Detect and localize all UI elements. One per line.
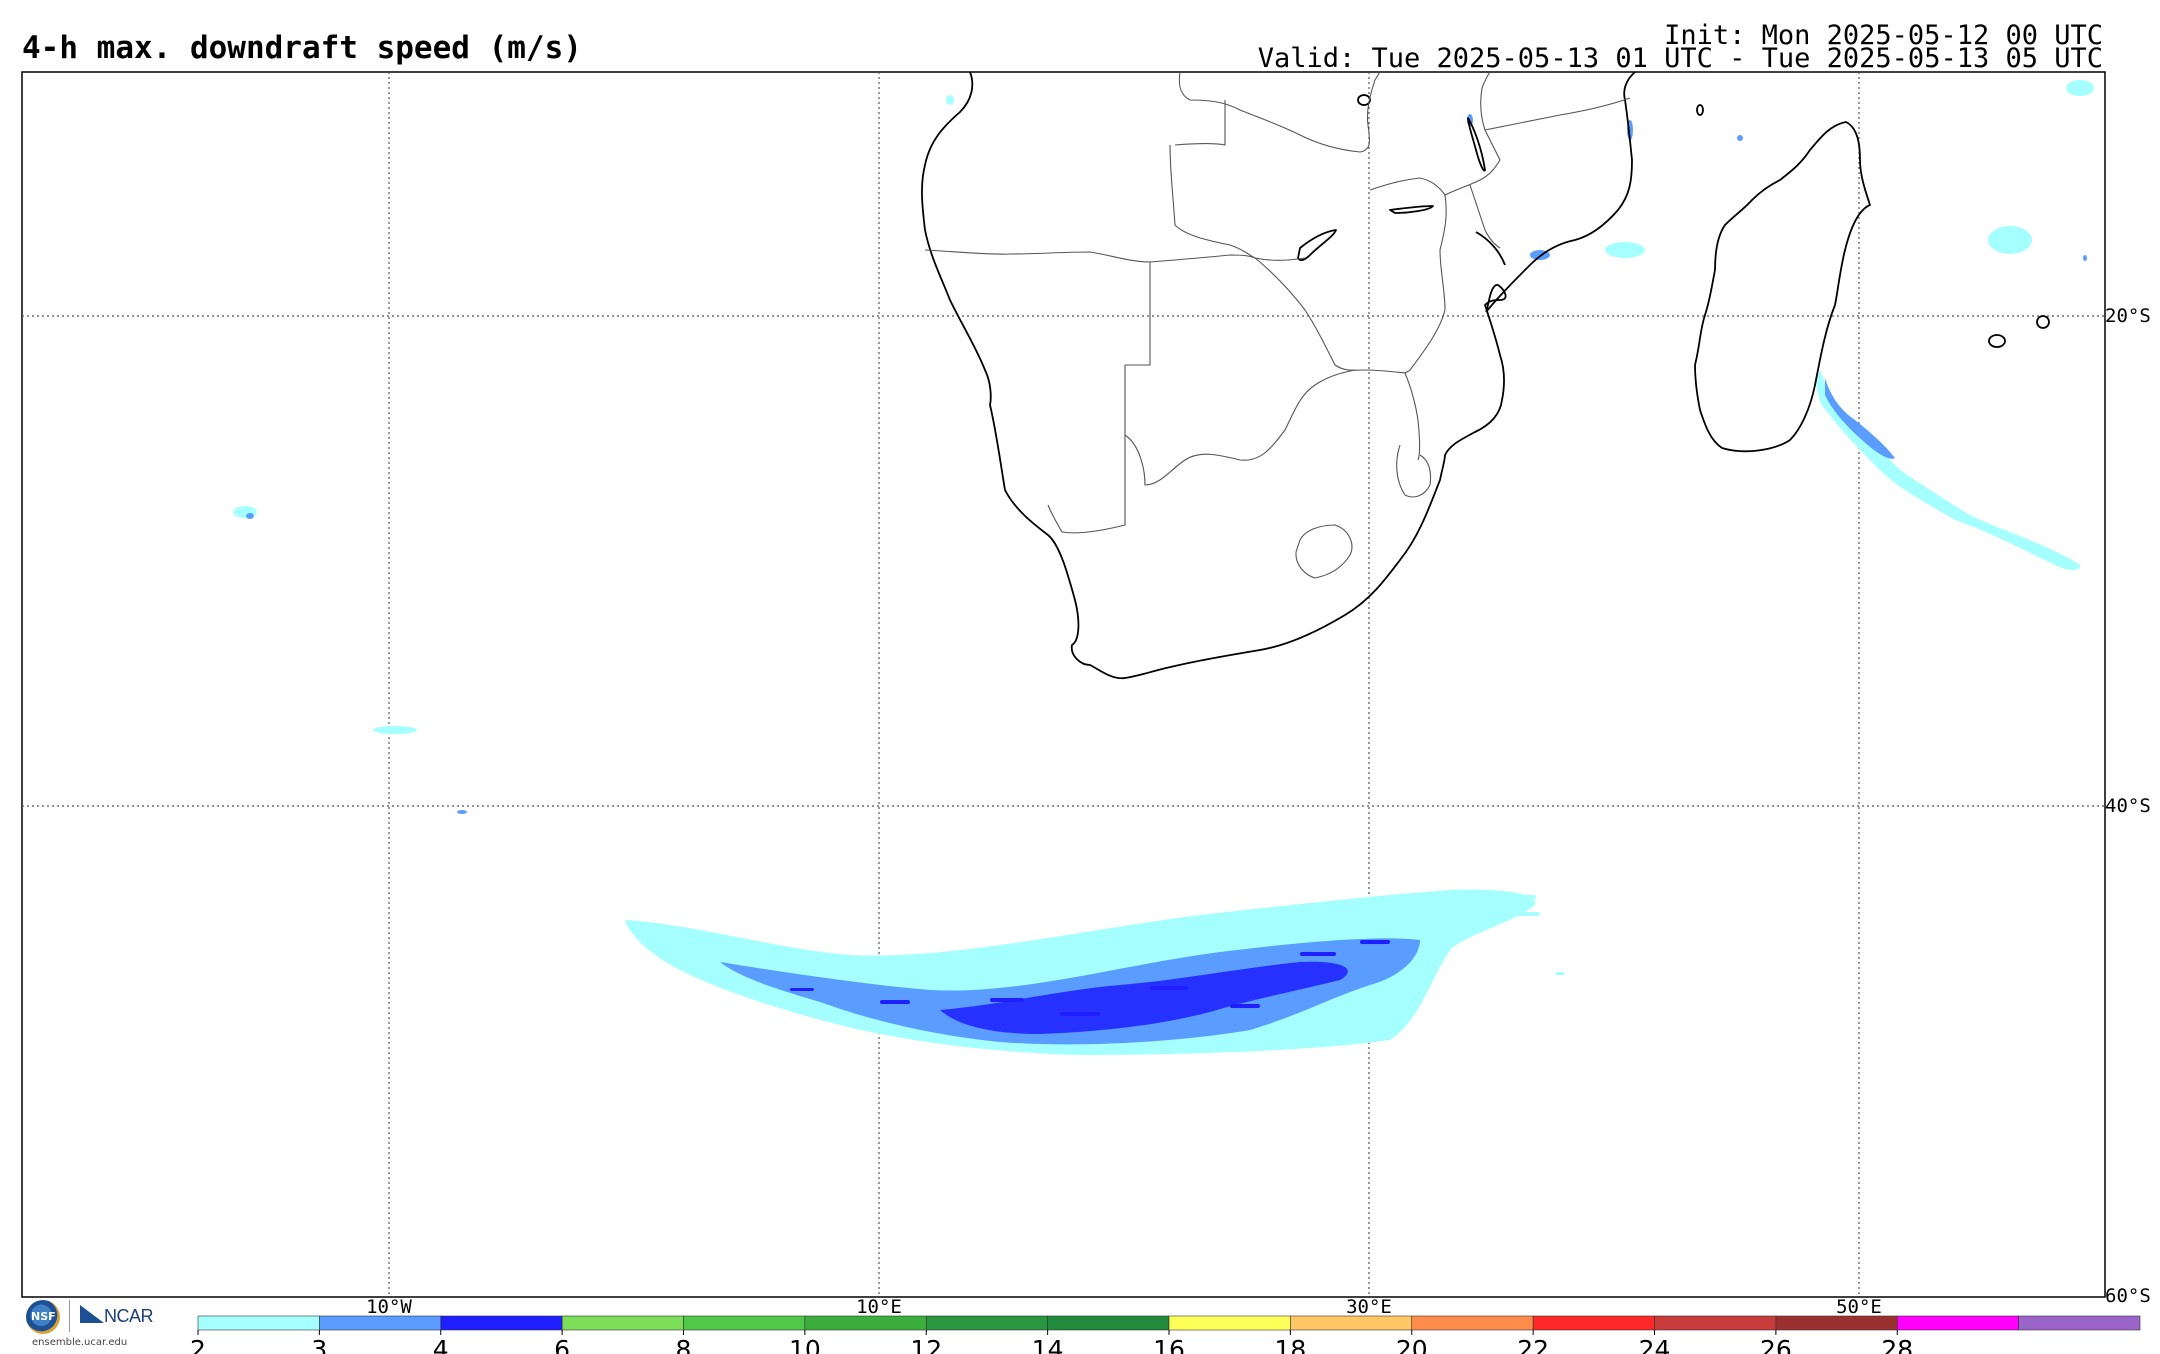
colorbar-swatch — [1896, 1315, 2019, 1331]
border-malawi — [1444, 71, 1501, 196]
colorbar-tick-label: 16 — [1153, 1335, 1185, 1354]
lon-label-50e: 50°E — [1836, 1296, 1882, 1318]
colorbar: 2 3 4 6 8 10 12 14 16 18 20 22 24 26 28 — [190, 1315, 2141, 1354]
lon-label-30e: 30°E — [1346, 1296, 1392, 1318]
colorbar-tick-label: 18 — [1274, 1335, 1306, 1354]
cells-indian-3 — [2066, 80, 2094, 96]
colorbar-tick-label: 12 — [910, 1335, 942, 1354]
border-botswana-south — [1124, 369, 1356, 486]
border-eswatini — [1396, 444, 1432, 498]
gridlines — [22, 72, 2105, 1297]
colorbar-swatch — [1290, 1315, 1413, 1331]
init-time: Init: Mon 2025-05-12 00 UTC — [1664, 20, 2103, 51]
colorbar-tick-label: 24 — [1639, 1335, 1671, 1354]
colorbar-swatch — [1654, 1315, 1777, 1331]
border-malawi-mozambique — [1469, 184, 1501, 249]
valid-time: Valid: Tue 2025-05-13 01 UTC - Tue 2025-… — [1257, 43, 2103, 74]
lon-label-10w: 10°W — [366, 1296, 412, 1318]
logo-divider — [69, 1300, 70, 1332]
downdraft-band — [625, 889, 1565, 1055]
lat-label-40s: 40°S — [2105, 795, 2151, 817]
border-lesotho — [1295, 524, 1353, 579]
downdraft-cells — [233, 80, 2094, 734]
colorbar-swatch — [925, 1315, 1048, 1331]
colorbar-swatch — [2018, 1315, 2141, 1331]
colorbar-tick-label: 10 — [789, 1335, 821, 1354]
map-title: 4-h max. downdraft speed (m/s) — [22, 30, 582, 66]
colorbar-tick-label: 20 — [1396, 1335, 1428, 1354]
colorbar-swatch — [1532, 1315, 1655, 1331]
colorbar-tick-label: 14 — [1032, 1335, 1064, 1354]
border-zambia-north — [1178, 71, 1381, 153]
lake-malawi — [1467, 117, 1486, 172]
border-tanzania-mozambique — [1484, 97, 1631, 131]
colorbar-tick-label: 28 — [1881, 1335, 1913, 1354]
border-namibia-botswana — [1047, 262, 1151, 534]
coastlines — [921, 71, 2050, 680]
colorbar-swatch — [1168, 1315, 1291, 1331]
zambezi-coast — [1475, 231, 1506, 266]
comoros — [1696, 104, 1704, 116]
cells-indian-2 — [1605, 242, 1645, 258]
lat-label-20s: 20°S — [2105, 305, 2151, 327]
downdraft-streaks-light — [650, 895, 1565, 975]
colorbar-swatch — [1411, 1315, 1534, 1331]
lat-label-60s: 60°S — [2105, 1285, 2151, 1307]
colorbar-tick-label: 26 — [1760, 1335, 1792, 1354]
colorbar-tick-label: 4 — [433, 1335, 449, 1354]
nsf-logo — [26, 1300, 60, 1334]
colorbar-tick-label: 8 — [676, 1335, 692, 1354]
lake-cahora — [1389, 205, 1434, 214]
border-south-africa-mozambique — [1404, 372, 1421, 461]
colorbar-swatch — [1775, 1315, 1898, 1331]
cells-madagascar-mid — [1825, 378, 1895, 459]
mauritius — [1988, 334, 2006, 348]
downdraft-band-dense — [940, 961, 1348, 1034]
colorbar-swatch — [683, 1315, 806, 1331]
colorbar-swatch — [804, 1315, 927, 1331]
colorbar-swatch — [440, 1315, 563, 1331]
border-angola-namibia — [924, 249, 1256, 263]
colorbar-swatch — [1047, 1315, 1170, 1331]
colorbar-swatch — [197, 1315, 320, 1331]
cells-atlantic-3 — [946, 95, 954, 105]
colorbar-swatch — [561, 1315, 684, 1331]
africa-coastline — [921, 71, 1507, 680]
colorbar-swatch — [319, 1315, 442, 1331]
lake-kariba — [1297, 229, 1337, 262]
ncar-logo-icon — [80, 1305, 104, 1323]
lon-labels: 10°W 10°E 30°E 50°E — [366, 1296, 1882, 1318]
ncar-logo-text: NCAR — [104, 1306, 154, 1326]
border-zambia — [1169, 144, 1306, 261]
colorbar-tick-label: 2 — [190, 1335, 206, 1354]
downdraft-band-light — [625, 889, 1536, 1055]
cells-indian-1 — [1988, 226, 2032, 254]
border-botswana-zimbabwe — [1254, 257, 1406, 374]
nsf-logo-text: NSF — [31, 1310, 56, 1323]
border-dr-congo — [1174, 100, 1226, 146]
lon-label-10e: 10°E — [856, 1296, 902, 1318]
reunion — [2036, 315, 2050, 329]
logo-url: ensemble.ucar.edu — [32, 1337, 128, 1348]
colorbar-tick-label: 22 — [1517, 1335, 1549, 1354]
lat-labels: 20°S 40°S 60°S — [2105, 305, 2151, 1307]
cells-atlantic-2 — [373, 726, 417, 734]
colorbar-tick-label: 3 — [311, 1335, 327, 1354]
madagascar — [1694, 121, 1871, 453]
border-zimbabwe-mozambique — [1369, 177, 1447, 374]
map-frame — [21, 71, 2106, 1298]
country-borders — [924, 71, 1631, 579]
colorbar-tick-label: 6 — [554, 1335, 570, 1354]
downdraft-streaks — [790, 940, 1390, 1016]
